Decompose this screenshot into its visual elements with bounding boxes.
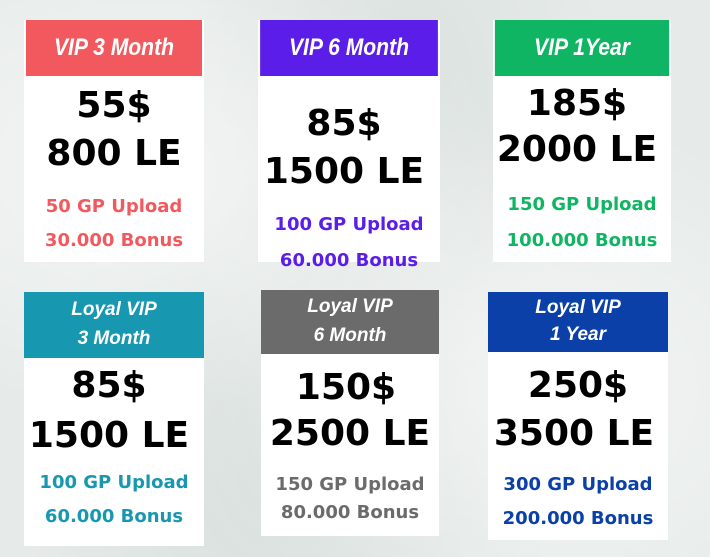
- upload-text: 100 GP Upload: [274, 214, 424, 235]
- plan-title: VIP 1Year: [534, 33, 630, 61]
- price-le: 1500 LE: [263, 151, 425, 192]
- plan-title-line-2: 3 Month: [77, 328, 151, 349]
- upload-text: 300 GP Upload: [503, 474, 653, 495]
- plan-card-vip-1-year: VIP 1Year 185$ 2000 LE 150 GP Upload 100…: [493, 20, 671, 262]
- bonus-text: 100.000 Bonus: [506, 230, 658, 251]
- upload-text: 50 GP Upload: [45, 196, 183, 217]
- plan-header: Loyal VIP 1 Year: [488, 292, 668, 352]
- plan-card-loyal-vip-6-month: Loyal VIP 6 Month 150$ 2500 LE 150 GP Up…: [261, 290, 439, 536]
- upload-text: 150 GP Upload: [275, 474, 425, 495]
- price-usd: 85$: [306, 103, 382, 144]
- plan-title-line-2: 1 Year: [550, 324, 606, 345]
- plan-header: Loyal VIP 3 Month: [24, 292, 204, 358]
- plan-title-line-1: Loyal VIP: [71, 299, 157, 321]
- price-le: 2000 LE: [496, 129, 658, 170]
- plan-header: Loyal VIP 6 Month: [261, 290, 439, 354]
- upload-text: 100 GP Upload: [39, 472, 189, 493]
- plan-title-line-1: Loyal VIP: [307, 296, 393, 318]
- price-le: 800 LE: [46, 133, 182, 174]
- price-le: 2500 LE: [269, 413, 431, 454]
- plan-title-line-1: Loyal VIP: [535, 297, 621, 319]
- upload-text: 150 GP Upload: [507, 194, 657, 215]
- price-usd: 55$: [76, 85, 152, 126]
- plan-card-loyal-vip-3-month: Loyal VIP 3 Month 85$ 1500 LE 100 GP Upl…: [24, 292, 204, 546]
- bonus-text: 60.000 Bonus: [44, 506, 184, 527]
- price-usd: 185$: [526, 83, 628, 124]
- bonus-text: 80.000 Bonus: [280, 502, 420, 523]
- price-le: 1500 LE: [28, 415, 190, 456]
- price-le: 3500 LE: [493, 413, 655, 454]
- plan-header: VIP 6 Month: [260, 20, 438, 76]
- price-usd: 250$: [527, 365, 629, 406]
- plan-card-vip-6-month: VIP 6 Month 85$ 1500 LE 100 GP Upload 60…: [258, 20, 440, 270]
- plan-title-line-2: 6 Month: [313, 325, 387, 346]
- plan-header: VIP 1Year: [494, 20, 670, 76]
- plan-card-vip-3-month: VIP 3 Month 55$ 800 LE 50 GP Upload 30.0…: [24, 20, 204, 262]
- bonus-text: 200.000 Bonus: [502, 508, 654, 529]
- plan-title: VIP 6 Month: [288, 33, 410, 61]
- bonus-text: 30.000 Bonus: [44, 230, 184, 251]
- plan-card-loyal-vip-1-year: Loyal VIP 1 Year 250$ 3500 LE 300 GP Upl…: [488, 292, 668, 540]
- plan-header: VIP 3 Month: [26, 20, 202, 76]
- price-usd: 85$: [71, 365, 147, 406]
- plan-title: VIP 3 Month: [53, 33, 175, 61]
- price-usd: 150$: [295, 367, 397, 408]
- bonus-text: 60.000 Bonus: [279, 250, 419, 271]
